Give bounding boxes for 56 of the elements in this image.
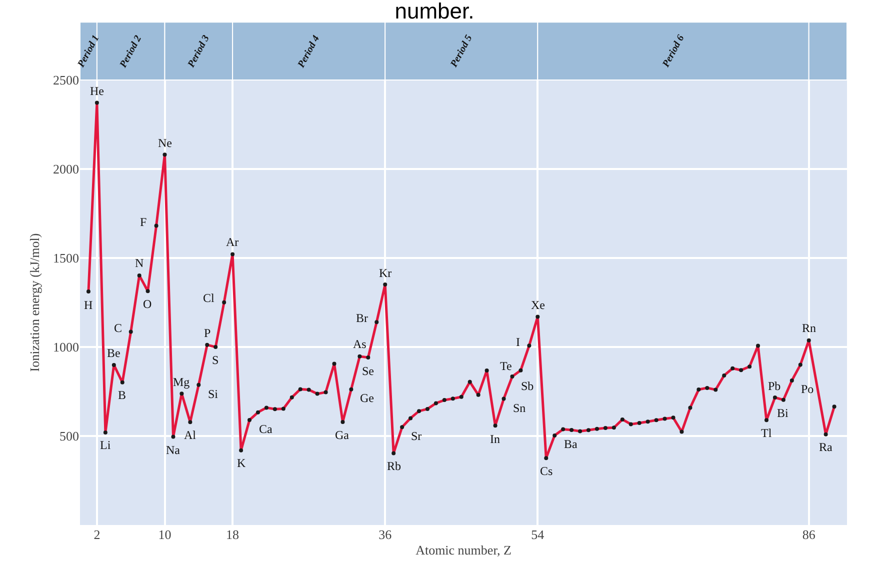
annotation: Si: [208, 387, 219, 401]
annotation: Bi: [777, 406, 790, 420]
y-tick-label: 2000: [53, 162, 79, 177]
annotation: F: [140, 215, 147, 229]
annotation: Cs: [540, 464, 554, 478]
annotation: Br: [356, 311, 368, 325]
annotation: He: [90, 84, 104, 98]
x-axis-title: Atomic number, Z: [416, 542, 512, 558]
annotation: Kr: [379, 266, 392, 280]
x-tick-label: 10: [158, 527, 172, 542]
y-tick-label: 2500: [53, 72, 79, 88]
annotation: Ar: [226, 235, 239, 249]
chart-title: number.: [394, 0, 474, 24]
y-axis-title: Ionization energy (kJ/mol): [26, 233, 42, 372]
annotation: Sr: [411, 429, 422, 443]
annotation: Sb: [521, 379, 534, 393]
x-tick-label: 2: [94, 527, 100, 542]
annotation: As: [353, 337, 367, 351]
x-tick-label: 54: [531, 527, 545, 542]
annotation: Sn: [513, 401, 526, 415]
annotation: Ge: [360, 391, 374, 405]
annotation: B: [118, 388, 126, 402]
annotation: I: [516, 335, 520, 349]
annotation: Ba: [564, 437, 578, 451]
annotation: Na: [166, 443, 181, 457]
annotation: C: [114, 321, 122, 335]
annotation: In: [490, 432, 500, 446]
annotation: Ne: [158, 136, 172, 150]
annotation: Cl: [203, 291, 216, 305]
annotation: Be: [107, 346, 120, 360]
y-tick-label: 1500: [53, 250, 79, 266]
annotation: Tl: [761, 426, 772, 440]
annotation: Se: [362, 364, 374, 378]
annotation: Po: [801, 382, 814, 396]
annotation: Mg: [173, 375, 190, 389]
annotation: Ga: [335, 428, 350, 442]
annotation: Pb: [768, 379, 781, 393]
annotation: Ra: [819, 440, 834, 454]
annotation: Ca: [259, 422, 274, 436]
annotation: H: [84, 298, 93, 312]
x-tick-label: 36: [378, 527, 392, 542]
annotation: Li: [100, 438, 112, 452]
annotation: Rn: [802, 321, 816, 335]
annotation: Rb: [387, 459, 402, 473]
annotation: Xe: [531, 298, 545, 312]
annotation: S: [212, 353, 219, 367]
annotation: P: [204, 326, 211, 340]
x-tick-label: 18: [226, 527, 240, 542]
y-tick-label: 1000: [53, 340, 79, 355]
annotation: O: [143, 297, 152, 311]
x-tick-label: 86: [802, 527, 816, 542]
annotation: Al: [184, 428, 197, 442]
annotation: Te: [500, 359, 512, 373]
y-tick-label: 500: [60, 428, 79, 444]
annotation: N: [135, 256, 144, 270]
annotation: K: [237, 456, 246, 470]
